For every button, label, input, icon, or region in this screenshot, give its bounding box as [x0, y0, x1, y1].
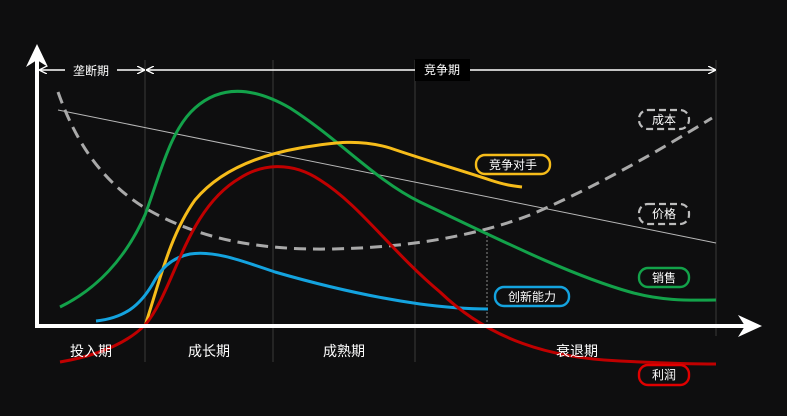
tag-price: 价格: [637, 202, 691, 226]
sales-curve: [59, 89, 717, 309]
price-line: [57, 109, 717, 244]
tag-competitor: 竞争对手: [474, 153, 552, 176]
stage-label-growth: 成长期: [188, 344, 230, 360]
tag-sales: 销售: [637, 266, 691, 289]
tag-price-label: 价格: [652, 206, 676, 221]
stage-label-introduction: 投入期: [70, 344, 112, 360]
stage-dividers: [144, 60, 717, 362]
period-arrows: 垄断期 竞争期: [40, 59, 715, 81]
tag-sales-label: 销售: [652, 270, 676, 285]
competition-label: 竞争期: [424, 63, 460, 77]
innovation-curve: [95, 251, 489, 323]
stage-label-maturity: 成熟期: [323, 344, 365, 360]
profit-curve: [59, 165, 717, 366]
axes: [26, 44, 762, 337]
tag-cost: 成本: [637, 108, 691, 131]
cost-curve: [56, 91, 713, 251]
x-axis-arrowhead: [738, 315, 762, 337]
monopoly-label: 垄断期: [73, 63, 109, 78]
tag-cost-label: 成本: [652, 113, 676, 127]
tag-innovation-label: 创新能力: [508, 289, 556, 304]
tag-competitor-label: 竞争对手: [489, 158, 537, 172]
competitor-curve: [143, 140, 523, 327]
stage-label-decline: 衰退期: [556, 343, 598, 360]
y-axis-arrowhead: [26, 44, 48, 67]
tag-profit: 利润: [637, 363, 691, 387]
stage-labels: 投入期 成长期 成熟期 衰退期: [70, 343, 598, 360]
tag-profit-label: 利润: [652, 368, 676, 382]
tag-innovation: 创新能力: [493, 285, 571, 308]
